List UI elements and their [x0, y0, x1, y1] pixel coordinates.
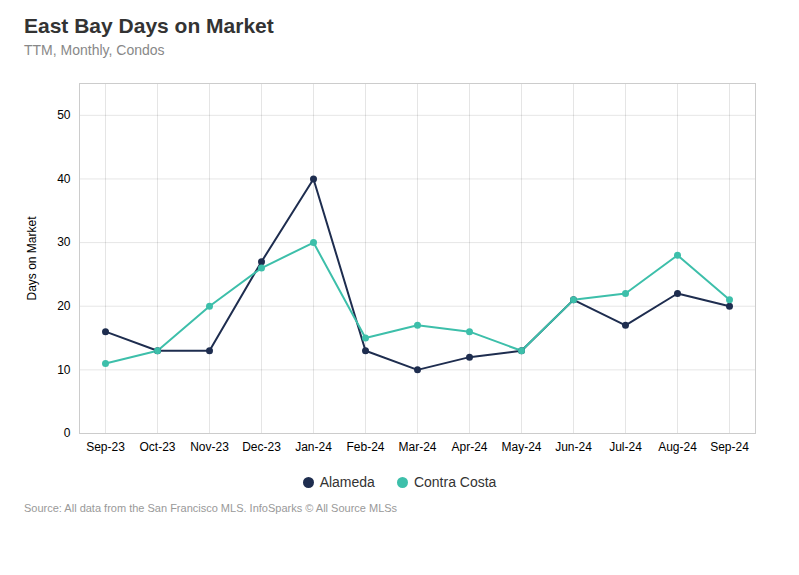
svg-text:Dec-23: Dec-23 — [242, 440, 281, 454]
html-text:Contra Costa: Contra Costa — [413, 474, 497, 490]
svg-text:10: 10 — [57, 363, 71, 377]
svg-text:Jan-24: Jan-24 — [295, 440, 332, 454]
svg-text:20: 20 — [57, 299, 71, 313]
svg-text:50: 50 — [57, 108, 71, 122]
svg-text:Apr-24: Apr-24 — [451, 440, 487, 454]
svg-text:0: 0 — [64, 426, 71, 440]
svg-text:Sep-23: Sep-23 — [86, 440, 125, 454]
svg-text:May-24: May-24 — [501, 440, 541, 454]
svg-text:Oct-23: Oct-23 — [139, 440, 175, 454]
svg-text:Aug-24: Aug-24 — [658, 440, 697, 454]
html-text:East Bay Days on Market: East Bay Days on Market — [24, 14, 274, 37]
svg-text:Sep-24: Sep-24 — [710, 440, 749, 454]
svg-text:Days on Market: Days on Market — [25, 216, 39, 301]
html-text:Alameda: Alameda — [319, 474, 375, 490]
svg-text:Feb-24: Feb-24 — [346, 440, 384, 454]
svg-text:Nov-23: Nov-23 — [190, 440, 229, 454]
svg-text:Mar-24: Mar-24 — [398, 440, 436, 454]
svg-text:30: 30 — [57, 235, 71, 249]
html-text:TTM, Monthly, Condos: TTM, Monthly, Condos — [24, 42, 165, 58]
svg-text:Jul-24: Jul-24 — [609, 440, 642, 454]
html-text:Source: All data from the San: Source: All data from the San Francisco … — [24, 502, 398, 514]
svg-text:40: 40 — [57, 172, 71, 186]
svg-text:Jun-24: Jun-24 — [555, 440, 592, 454]
